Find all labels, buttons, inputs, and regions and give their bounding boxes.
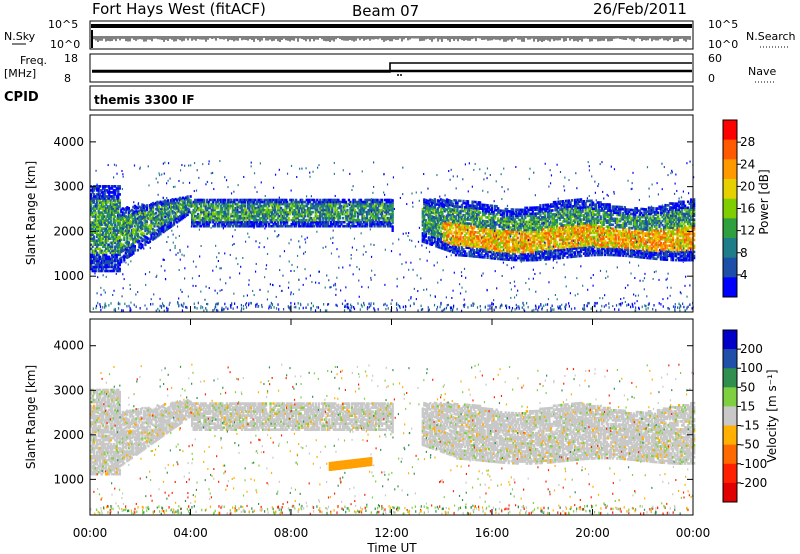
- velocity-colorbar-tick: -50: [740, 438, 760, 452]
- nsearch-tick-bottom: 10^0: [708, 38, 738, 51]
- nsearch-tick-top: 10^5: [708, 18, 738, 31]
- power-colorbar-tick: 20: [740, 179, 755, 193]
- velocity-ytick-3000: 3000: [53, 383, 84, 397]
- velocity-colorbar-tick: 15: [740, 399, 755, 413]
- beam-title: Beam 07: [352, 2, 419, 20]
- power-colorbar-band: [723, 277, 737, 297]
- nsky-label: N.Sky: [4, 30, 36, 43]
- velocity-colorbar-tick: -100: [740, 457, 767, 471]
- velocity-colorbar-band: [723, 483, 737, 503]
- velocity-colorbar-band: [723, 330, 737, 350]
- freq-tick-bottom: 8: [64, 72, 71, 85]
- time-tick-6: 00:00: [676, 526, 711, 540]
- freq-panel: Freq. [MHz] 18 8 60 0 Nave: [4, 52, 776, 85]
- freq-tick-top: 18: [64, 52, 78, 65]
- velocity-ytick-4000: 4000: [53, 339, 84, 353]
- power-colorbar-band: [723, 258, 737, 278]
- nsearch-label: N.Search: [746, 30, 796, 43]
- power-ytick-3000: 3000: [53, 180, 84, 194]
- power-colorbar-band: [723, 159, 737, 179]
- power-colorbar-label: Power [dB]: [757, 169, 771, 234]
- time-tick-1: 04:00: [173, 526, 208, 540]
- velocity-colorbar-tick: -200: [740, 476, 767, 490]
- power-colorbar-tick: 16: [740, 202, 755, 216]
- freq-label-1: Freq.: [20, 54, 47, 67]
- velocity-colorbar-tick: 50: [740, 380, 755, 394]
- velocity-ytick-1000: 1000: [53, 472, 84, 486]
- power-colorbar-band: [723, 238, 737, 258]
- power-ytick-2000: 2000: [53, 224, 84, 238]
- velocity-colorbar-band: [723, 464, 737, 484]
- power-ylabel: Slant Range [km]: [24, 161, 38, 265]
- velocity-colorbar-label: Velocity [m s⁻¹]: [765, 369, 779, 462]
- velocity-colorbar-tick: -15: [740, 419, 760, 433]
- time-tick-2: 08:00: [274, 526, 309, 540]
- time-tick-0: 00:00: [73, 526, 108, 540]
- power-colorbar-tick: 24: [740, 157, 755, 171]
- station-title: Fort Hays West (fitACF): [92, 0, 266, 18]
- velocity-colorbar-band: [723, 349, 737, 369]
- time-tick-3: 12:00: [374, 526, 409, 540]
- nave-tick-bottom: 0: [708, 72, 715, 85]
- date-title: 26/Feb/2011: [593, 0, 687, 18]
- freq-label-2: [MHz]: [4, 67, 36, 80]
- nsky-panel: N.Sky 10^5 10^0 10^5 10^0 N.Search: [4, 18, 796, 51]
- velocity-colorbar-band: [723, 406, 737, 426]
- power-colorbar-tick: 12: [740, 224, 755, 238]
- power-colorbar-tick: 28: [740, 135, 755, 149]
- velocity-colorbar-band: [723, 426, 737, 446]
- power-colorbar-band: [723, 199, 737, 219]
- power-colorbar-band: [723, 120, 737, 140]
- velocity-colorbar-tick: 200: [740, 342, 763, 356]
- nsky-tick-bottom: 10^0: [50, 38, 80, 51]
- velocity-ytick-2000: 2000: [53, 428, 84, 442]
- power-colorbar-band: [723, 140, 737, 160]
- velocity-colorbar-tick: 100: [740, 361, 763, 375]
- cpid-label: CPID: [4, 90, 39, 105]
- nave-tick-top: 60: [708, 52, 722, 65]
- power-colorbar-tick: 8: [740, 246, 748, 260]
- time-tick-4: 16:00: [475, 526, 510, 540]
- velocity-colorbar-band: [723, 387, 737, 407]
- velocity-colorbar-band: [723, 368, 737, 388]
- time-tick-5: 20:00: [575, 526, 610, 540]
- power-panel: 4000 3000 2000 1000 Slant Range [km] 28 24 20…: [24, 115, 771, 312]
- cpid-value: themis 3300 IF: [94, 93, 195, 107]
- time-axis-label: Time UT: [366, 541, 417, 554]
- velocity-panel: 4000 3000 2000 1000 Slant Range [km] 200 100…: [24, 319, 779, 515]
- velocity-ylabel: Slant Range [km]: [24, 365, 38, 469]
- nave-label: Nave: [748, 65, 776, 78]
- power-colorbar-tick: 4: [740, 268, 748, 282]
- velocity-colorbar-band: [723, 445, 737, 465]
- power-ytick-4000: 4000: [53, 135, 84, 149]
- power-colorbar-band: [723, 179, 737, 199]
- cpid-panel: CPID themis 3300 IF: [4, 86, 693, 110]
- power-colorbar-band: [723, 218, 737, 238]
- power-ytick-1000: 1000: [53, 269, 84, 283]
- nsky-tick-top: 10^5: [48, 18, 78, 31]
